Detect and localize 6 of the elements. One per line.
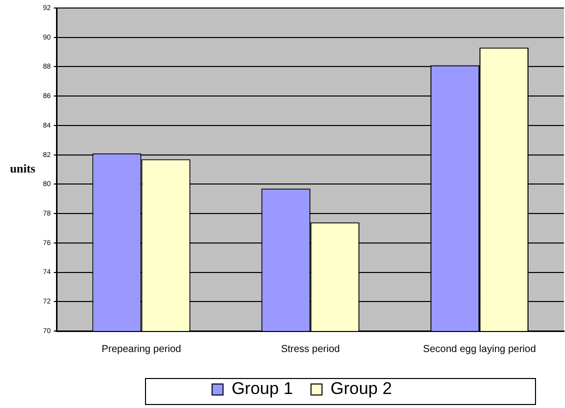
x-tick-label: Stress period — [280, 344, 340, 355]
x-tick-label: Prepearing period — [102, 344, 182, 355]
legend-label: Group 2 — [330, 379, 392, 398]
legend-label: Group 1 — [232, 379, 294, 398]
y-axis-title: units — [10, 162, 36, 176]
x-tick-label: Second egg laying period — [423, 344, 536, 355]
